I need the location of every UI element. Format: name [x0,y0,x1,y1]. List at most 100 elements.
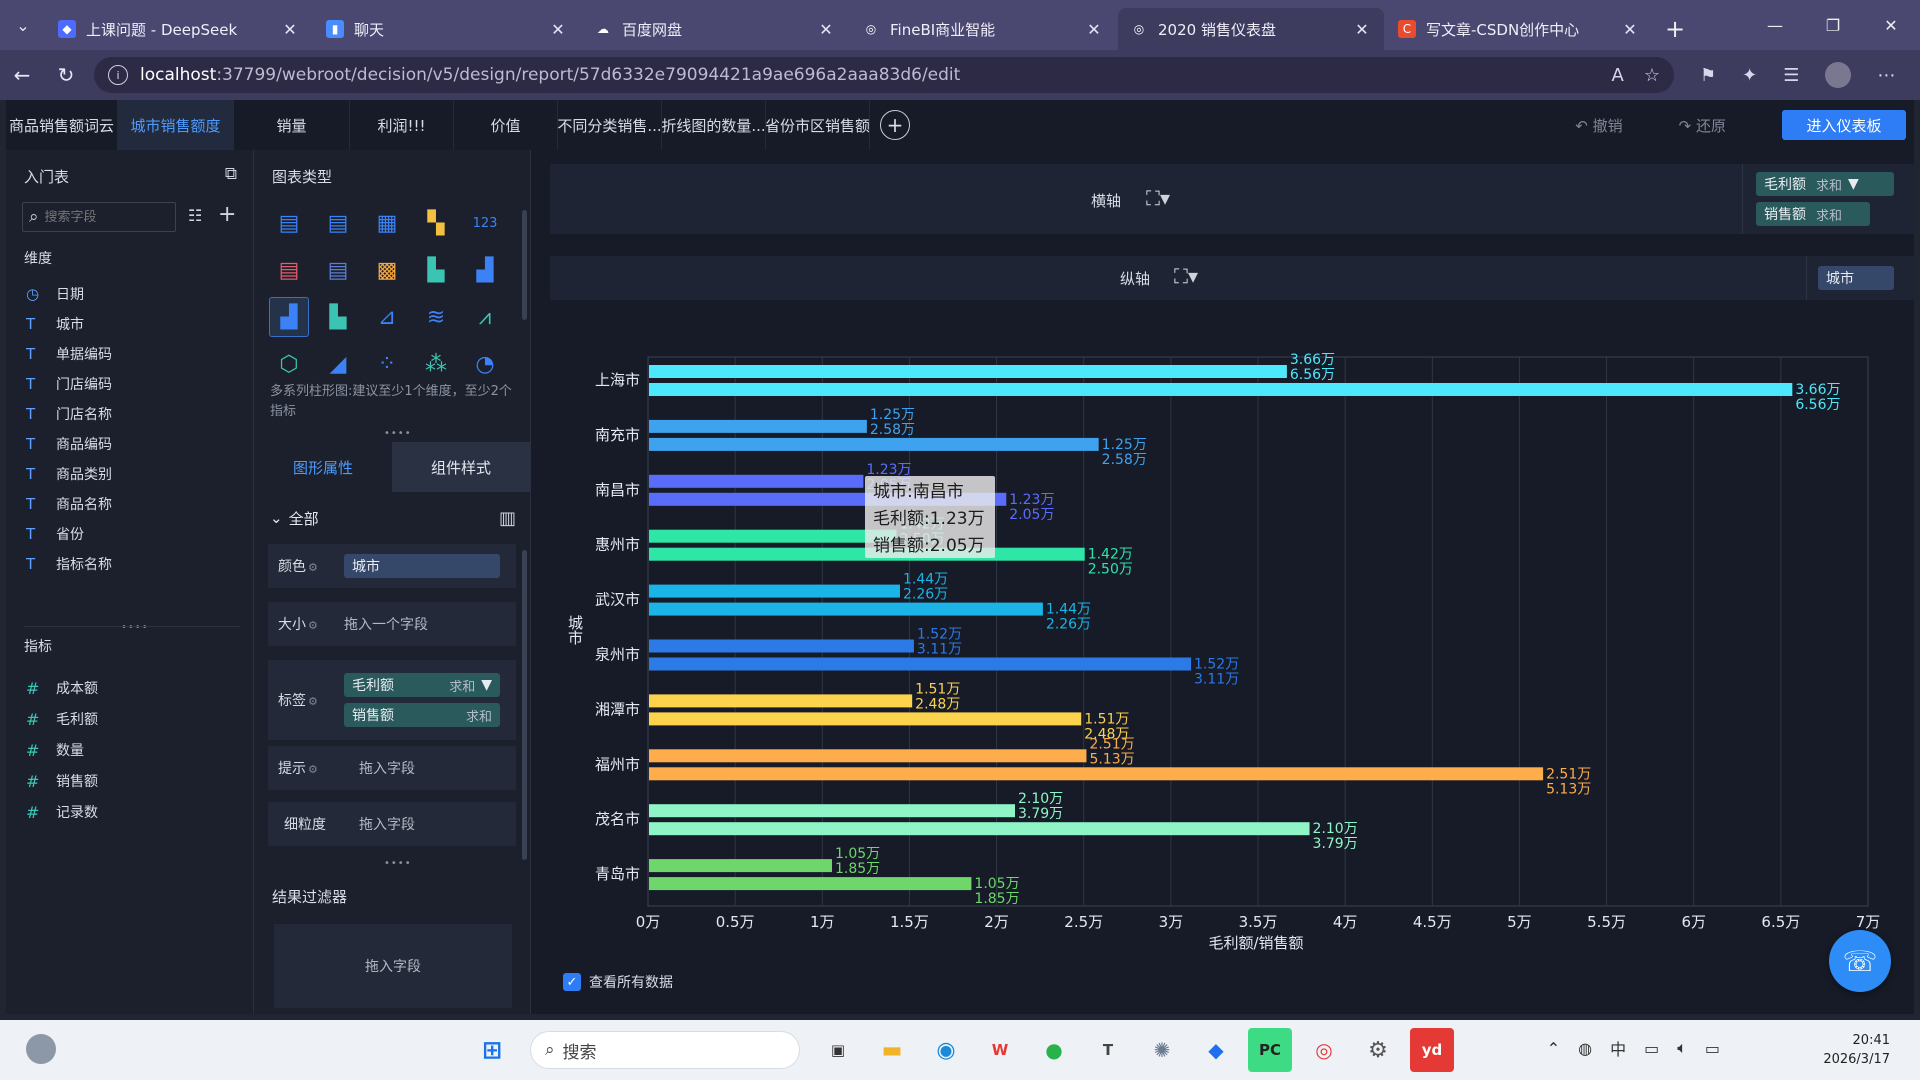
waterfall-icon[interactable]: ⊿ [377,304,397,330]
tooltip-drop-zone[interactable]: 拖入字段 [359,761,415,777]
y-field-city[interactable]: 城市 [1818,266,1894,290]
pie-chart-icon[interactable]: ◔ [475,351,495,377]
browser-tab[interactable]: ◎ 2020 销售仪表盘 ✕ [1118,8,1384,50]
display-icon[interactable]: ▭ [1644,1038,1660,1058]
column-chart-icon[interactable]: ▟ [476,257,494,283]
taskbar-search-box[interactable]: ⌕ 搜索 [530,1031,800,1069]
multi-line-icon[interactable]: ≋ [426,304,446,330]
report-tab[interactable]: 不同分类销售... [558,100,662,150]
close-tab-icon[interactable]: ✕ [1623,19,1637,39]
close-tab-icon[interactable]: ✕ [283,19,297,39]
size-drop-zone[interactable]: 拖入一个字段 [344,617,428,633]
color-table-icon[interactable]: ▚ [427,210,445,236]
favorite-star-icon[interactable]: ☆ [1643,64,1660,86]
favorites-icon[interactable]: ☰ [1783,64,1800,86]
size-gear-icon[interactable]: ⚙ [308,619,318,632]
customer-service-icon[interactable]: ☏ [1829,930,1891,992]
enter-dashboard-button[interactable]: 进入仪表板 [1782,110,1906,140]
battery-icon[interactable]: ▭ [1704,1038,1720,1058]
report-tab[interactable]: 销量 [234,100,350,150]
url-field[interactable]: i localhost:37799/webroot/decision/v5/de… [94,57,1674,93]
tray-overflow-icon[interactable]: ⌃ [1546,1038,1561,1058]
feishu-icon[interactable]: ◆ [1208,1038,1224,1062]
detail-table-icon[interactable]: ▤ [278,210,300,236]
dimension-field[interactable]: T 商品类别 [26,460,112,488]
cross-table-icon[interactable]: ▦ [376,210,398,236]
tab-component-style[interactable]: 组件样式 [392,442,530,492]
browser-tab[interactable]: ▮ 聊天 ✕ [314,8,580,50]
multi-series-column-icon[interactable]: ▟ [269,297,309,337]
resize-handle-filter[interactable]: •••• [384,858,412,869]
color-gear-icon[interactable]: ⚙ [308,561,318,574]
checkbox-checked-icon[interactable]: ✓ [563,973,581,991]
field-search-input[interactable] [44,209,155,225]
task-view-icon[interactable]: ▣ [830,1041,846,1059]
browser-tab[interactable]: ◆ 上课问题 - DeepSeek ✕ [46,8,312,50]
taskbar-clock[interactable]: 20:41 2026/3/17 [1823,1031,1890,1069]
wechat-icon[interactable]: ● [1045,1038,1063,1062]
kpi-card-icon[interactable]: 123 [472,215,498,231]
measure-field[interactable]: # 数量 [26,736,84,764]
close-tab-icon[interactable]: ✕ [1355,19,1369,39]
y-axis-chart-type-icon[interactable]: ⛶▾ [1174,264,1199,288]
dimension-field[interactable]: T 门店编码 [26,370,112,398]
measure-field[interactable]: # 成本额 [26,674,98,702]
dimension-field[interactable]: T 单据编码 [26,340,112,368]
granularity-drop-zone[interactable]: 拖入字段 [359,817,415,833]
network-icon[interactable]: ◍ [1578,1038,1593,1058]
report-tab[interactable]: 商品销售额词云 [6,100,118,150]
tab-shape-properties[interactable]: 图形属性 [254,442,392,492]
treemap-table-icon[interactable]: ▤ [278,257,300,283]
report-tab[interactable]: 价值 [454,100,558,150]
add-report-tab-button[interactable]: + [880,110,910,140]
extensions-puzzle-icon[interactable]: ✦ [1742,64,1758,86]
dimension-field[interactable]: T 城市 [26,310,84,338]
report-tab[interactable]: 折线图的数量... [662,100,766,150]
bubble-icon[interactable]: ⁂ [425,351,447,377]
netease-music-icon[interactable]: ◎ [1315,1038,1333,1062]
restore-icon[interactable]: ❐ [1825,15,1841,35]
dimension-field[interactable]: T 指标名称 [26,550,112,578]
site-info-icon[interactable]: i [108,65,128,85]
pycharm-icon[interactable]: PC [1248,1028,1292,1072]
tooltip-gear-icon[interactable]: ⚙ [308,763,318,776]
volume-icon[interactable]: 🔈︎ [1677,1038,1687,1057]
heatmap-icon[interactable]: ▩ [376,257,398,283]
sort-icon[interactable]: ☷ [188,206,203,225]
redo-button[interactable]: ↷ 还原 [1678,116,1726,135]
resize-handle[interactable]: •••• [121,622,149,633]
show-all-data-checkbox[interactable]: ✓ 查看所有数据 [563,972,673,992]
read-aloud-icon[interactable]: A [1611,64,1624,86]
filter-icon[interactable]: ▼ [481,677,492,693]
close-tab-icon[interactable]: ✕ [1087,19,1101,39]
browser-tab[interactable]: C 写文章-CSDN创作中心 ✕ [1386,8,1652,50]
browser-tab[interactable]: ◎ FineBI商业智能 ✕ [850,8,1116,50]
wps-office-icon[interactable]: W [991,1041,1009,1059]
system-settings-icon[interactable]: ⚙ [1368,1037,1388,1063]
label-field-sales[interactable]: 销售额 求和 [344,703,500,727]
back-icon[interactable]: ← [13,63,31,87]
resize-handle-mid[interactable]: •••• [384,428,412,439]
radar-icon[interactable]: ⬡ [279,351,299,377]
group-table-icon[interactable]: ▤ [327,210,349,236]
settings-tool-icon[interactable]: ✺ [1153,1038,1171,1062]
label-field-profit[interactable]: 毛利额 求和 ▼ [344,673,500,697]
field-search-box[interactable]: ⌕ [22,202,176,232]
new-tab-button[interactable]: + [1664,15,1686,43]
measure-field[interactable]: # 销售额 [26,767,98,795]
file-explorer-icon[interactable]: ▬ [881,1037,903,1063]
add-field-icon[interactable]: + [218,202,237,227]
edge-browser-icon[interactable]: ◉ [936,1037,956,1063]
area-line-icon[interactable]: ⩘ [478,304,492,330]
close-tab-icon[interactable]: ✕ [819,19,833,39]
typora-icon[interactable]: T [1102,1041,1114,1059]
ime-indicator[interactable]: 中 [1610,1040,1627,1059]
dimension-field[interactable]: T 商品编码 [26,430,112,458]
close-tab-icon[interactable]: ✕ [551,19,565,39]
report-tab[interactable]: 城市销售额度 [118,100,234,150]
start-menu-icon[interactable]: ⊞ [481,1036,503,1064]
undo-button[interactable]: ↶ 撤销 [1575,116,1623,135]
x-field-filter-icon[interactable]: ▼ [1848,176,1859,192]
profile-avatar[interactable] [1825,62,1852,88]
x-axis-chart-type-icon[interactable]: ⛶▾ [1146,186,1171,210]
